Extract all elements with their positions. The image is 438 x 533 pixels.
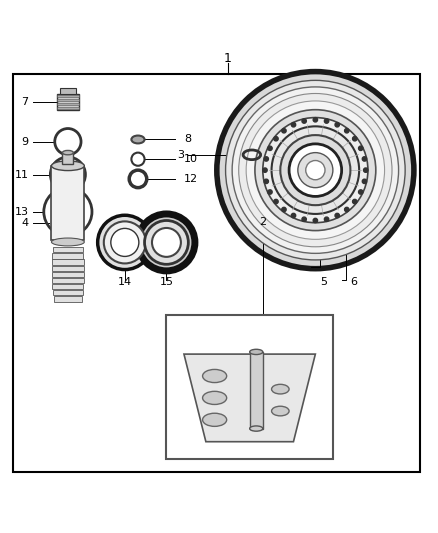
Circle shape bbox=[246, 101, 385, 239]
Circle shape bbox=[364, 168, 368, 172]
Circle shape bbox=[263, 118, 368, 223]
Circle shape bbox=[335, 123, 339, 127]
Circle shape bbox=[353, 199, 357, 204]
Bar bbox=[250, 352, 263, 429]
Circle shape bbox=[264, 157, 268, 161]
Circle shape bbox=[302, 217, 306, 221]
Text: 5: 5 bbox=[320, 277, 327, 287]
Bar bbox=[52, 265, 84, 271]
Bar bbox=[53, 290, 83, 295]
Ellipse shape bbox=[272, 384, 289, 394]
Text: 14: 14 bbox=[118, 278, 132, 287]
Bar bbox=[54, 296, 82, 302]
Circle shape bbox=[325, 217, 329, 221]
Circle shape bbox=[313, 118, 318, 122]
Text: 8: 8 bbox=[184, 134, 191, 144]
Ellipse shape bbox=[250, 349, 263, 354]
Circle shape bbox=[268, 146, 272, 150]
Circle shape bbox=[313, 219, 318, 223]
Bar bbox=[166, 314, 333, 459]
Circle shape bbox=[282, 207, 286, 212]
Bar bbox=[51, 166, 84, 240]
Bar bbox=[57, 94, 79, 110]
Circle shape bbox=[362, 157, 367, 161]
Bar bbox=[57, 99, 79, 101]
Ellipse shape bbox=[131, 135, 145, 143]
Bar bbox=[53, 284, 83, 289]
Bar bbox=[57, 103, 79, 105]
Circle shape bbox=[289, 144, 342, 197]
Ellipse shape bbox=[202, 391, 227, 405]
Bar bbox=[52, 260, 84, 265]
Text: 3: 3 bbox=[177, 150, 184, 160]
Circle shape bbox=[152, 228, 181, 257]
Bar bbox=[57, 95, 79, 97]
Bar bbox=[60, 88, 76, 94]
Circle shape bbox=[280, 135, 350, 205]
Circle shape bbox=[291, 213, 296, 217]
Circle shape bbox=[268, 190, 272, 194]
Circle shape bbox=[217, 71, 414, 269]
Circle shape bbox=[282, 128, 286, 133]
Circle shape bbox=[263, 168, 267, 172]
Circle shape bbox=[302, 119, 306, 123]
Circle shape bbox=[353, 136, 357, 141]
Circle shape bbox=[345, 128, 349, 133]
Circle shape bbox=[111, 229, 139, 256]
Bar bbox=[53, 247, 83, 253]
Ellipse shape bbox=[202, 369, 227, 383]
Text: 1: 1 bbox=[224, 52, 232, 65]
Ellipse shape bbox=[250, 426, 263, 431]
Ellipse shape bbox=[62, 150, 73, 155]
Ellipse shape bbox=[52, 238, 84, 246]
Circle shape bbox=[298, 152, 333, 188]
Text: 4: 4 bbox=[21, 217, 28, 228]
Circle shape bbox=[232, 87, 399, 253]
Circle shape bbox=[325, 119, 329, 123]
Bar bbox=[57, 107, 79, 109]
Circle shape bbox=[264, 179, 268, 183]
Circle shape bbox=[359, 146, 363, 150]
Circle shape bbox=[98, 215, 152, 270]
Circle shape bbox=[226, 80, 405, 260]
Text: 6: 6 bbox=[350, 277, 357, 287]
Circle shape bbox=[138, 214, 195, 271]
Circle shape bbox=[145, 221, 188, 264]
Text: 11: 11 bbox=[14, 169, 28, 180]
Circle shape bbox=[362, 179, 367, 183]
Circle shape bbox=[335, 213, 339, 217]
Text: 9: 9 bbox=[21, 136, 28, 147]
Bar bbox=[53, 253, 83, 259]
Circle shape bbox=[274, 199, 278, 204]
Text: 12: 12 bbox=[184, 174, 198, 184]
Bar bbox=[52, 272, 84, 277]
Ellipse shape bbox=[272, 406, 289, 416]
Bar bbox=[62, 152, 73, 164]
Text: 13: 13 bbox=[14, 207, 28, 217]
Ellipse shape bbox=[202, 413, 227, 426]
Text: 7: 7 bbox=[21, 97, 28, 107]
Text: 10: 10 bbox=[184, 154, 198, 164]
Circle shape bbox=[274, 136, 278, 141]
Circle shape bbox=[306, 160, 325, 180]
Text: 2: 2 bbox=[259, 217, 266, 227]
Polygon shape bbox=[184, 354, 315, 442]
Circle shape bbox=[345, 207, 349, 212]
Ellipse shape bbox=[52, 161, 84, 171]
Bar bbox=[52, 278, 84, 283]
Circle shape bbox=[104, 221, 146, 263]
Circle shape bbox=[272, 126, 359, 214]
Circle shape bbox=[255, 110, 376, 231]
Circle shape bbox=[291, 123, 296, 127]
Circle shape bbox=[239, 93, 392, 247]
Circle shape bbox=[359, 190, 363, 194]
Text: 15: 15 bbox=[159, 278, 173, 287]
